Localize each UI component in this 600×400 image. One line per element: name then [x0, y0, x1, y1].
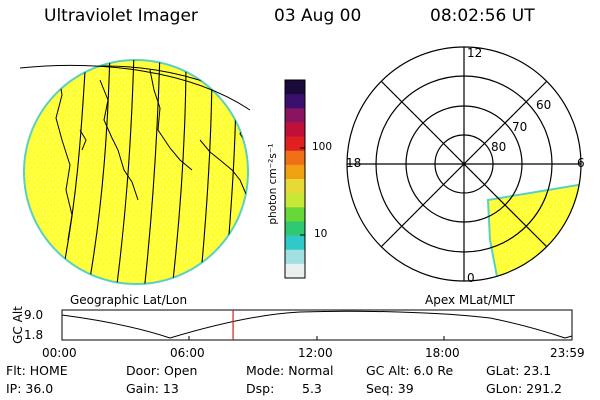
status-door: Door: Open: [126, 363, 198, 378]
colorbar-band: [285, 235, 305, 251]
lat-label-80: 80: [491, 140, 507, 154]
colorbar-band: [285, 150, 305, 166]
status-gain: Gain: 13: [126, 381, 179, 396]
status-glon: GLon: 291.2: [486, 381, 562, 396]
instrument-title: Ultraviolet Imager: [44, 6, 198, 26]
altplot-ylabel: GC Alt: [11, 306, 25, 344]
status-dsp-label: Dsp:: [246, 381, 275, 396]
colorbar-band: [285, 80, 305, 95]
colorbar-band: [285, 108, 305, 123]
mlt-label-12: 12: [467, 46, 483, 60]
colorbar-tick-10: 10: [314, 228, 328, 240]
colorbar-band: [285, 94, 305, 109]
colorbar-band: [285, 122, 305, 138]
status-seq: Seq: 39: [366, 381, 414, 396]
earth-disk: [19, 59, 251, 285]
colorbar-tick-100: 100: [312, 141, 333, 153]
colorbar-unit-label: photon cm⁻²s⁻¹: [267, 143, 279, 225]
lat-label-60: 60: [536, 98, 552, 112]
altplot-xtick-0: 00:00: [42, 346, 77, 360]
colorbar-band: [285, 193, 305, 208]
status-gcalt: GC Alt: 6.0 Re: [366, 363, 454, 378]
colorbar-band: [285, 179, 305, 194]
date-label: 03 Aug 00: [274, 6, 362, 26]
colorbar-band: [285, 263, 305, 279]
altplot-ymax: 9.0: [24, 308, 44, 322]
colorbar-band: [285, 207, 305, 222]
mlt-label-0: 0: [467, 271, 475, 285]
colorbar-band: [285, 249, 305, 265]
mlt-label-6: 6: [577, 156, 585, 170]
altplot-xtick-1: 06:00: [170, 346, 205, 360]
mlt-label-18: 18: [346, 156, 362, 170]
polar-plot: [346, 46, 582, 282]
altplot-xtick-4: 23:59: [550, 346, 585, 360]
time-label: 08:02:56 UT: [430, 6, 535, 26]
status-ip: IP: 36.0: [6, 381, 54, 396]
altplot-xtick-2: 12:00: [298, 346, 333, 360]
colorbar: [285, 80, 305, 279]
apex-panel-label: Apex MLat/MLT: [425, 293, 515, 307]
colorbar-band: [285, 221, 305, 237]
colorbar-band: [285, 136, 305, 152]
status-dsp-value: 5.3: [302, 381, 322, 396]
altplot-xtick-3: 18:00: [425, 346, 460, 360]
status-mode: Mode: Normal: [246, 363, 334, 378]
altitude-plot: [61, 309, 573, 341]
lat-label-70: 70: [512, 120, 528, 134]
status-flt: Flt: HOME: [6, 363, 68, 378]
colorbar-band: [285, 164, 305, 180]
geo-panel-label: Geographic Lat/Lon: [70, 293, 188, 307]
altplot-ymin: 1.8: [24, 328, 44, 342]
status-glat: GLat: 23.1: [486, 363, 552, 378]
